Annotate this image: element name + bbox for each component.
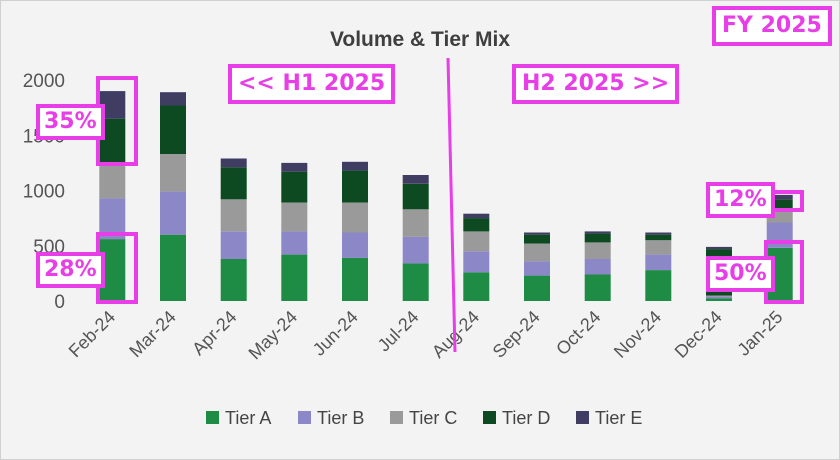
bar-segment-tier-d bbox=[220, 167, 247, 200]
bar-segment-tier-a bbox=[281, 254, 308, 301]
legend-label: Tier E bbox=[595, 408, 642, 428]
bar-segment-tier-a bbox=[463, 272, 490, 301]
chart-title: Volume & Tier Mix bbox=[330, 28, 510, 51]
bar-segment-tier-a bbox=[220, 259, 247, 301]
bar-segment-tier-b bbox=[584, 259, 611, 275]
bar-segment-tier-d bbox=[645, 234, 672, 241]
bar-segment-tier-e bbox=[524, 232, 550, 235]
bar-segment-tier-e bbox=[766, 194, 793, 200]
x-tick-label: May-24 bbox=[245, 307, 302, 364]
bar-segment-tier-e bbox=[706, 246, 732, 250]
y-tick-label: 1000 bbox=[23, 182, 65, 203]
legend-label: Tier D bbox=[502, 408, 550, 428]
bar-segment-tier-b bbox=[160, 191, 186, 235]
bar-segment-tier-c bbox=[402, 209, 429, 237]
bar-segment-tier-d bbox=[160, 105, 186, 154]
bar-segment-tier-a bbox=[342, 257, 368, 301]
bar-segment-tier-c bbox=[584, 242, 611, 259]
y-tick-label: 0 bbox=[54, 292, 65, 313]
legend-label: Tier B bbox=[317, 408, 364, 428]
x-tick-label: Jan-25 bbox=[733, 307, 786, 360]
bar-segment-tier-e bbox=[281, 162, 308, 172]
legend-swatch bbox=[576, 411, 589, 424]
x-tick-label: Feb-24 bbox=[65, 307, 119, 361]
bar-segment-tier-b bbox=[645, 254, 672, 271]
bar-segment-tier-e bbox=[342, 161, 368, 171]
legend-swatch bbox=[298, 411, 311, 424]
bar-segment-tier-b bbox=[463, 251, 490, 273]
bar-segment-tier-e bbox=[220, 158, 247, 168]
bar-segment-tier-a bbox=[706, 298, 732, 301]
bar-segment-tier-c bbox=[524, 243, 550, 262]
bar-segment-tier-e bbox=[584, 231, 611, 234]
bar-segment-tier-d bbox=[281, 171, 308, 203]
x-axis: Feb-24 Mar-24 Apr-24 May-24 Jun-24 Jul-24 Aug-… bbox=[65, 307, 787, 364]
h2-label: H2 2025 >> bbox=[512, 64, 680, 104]
bar-segment-tier-a bbox=[524, 275, 550, 301]
bar-segment-tier-c bbox=[463, 231, 490, 252]
jan-top-percent: 12% bbox=[706, 182, 775, 218]
bar-segment-tier-c bbox=[99, 165, 126, 199]
bar-segment-tier-e bbox=[402, 175, 429, 184]
bar-segment-tier-e bbox=[645, 232, 672, 235]
bar-segment-tier-d bbox=[342, 170, 368, 203]
x-tick-label: Mar-24 bbox=[125, 307, 179, 361]
x-tick-label: Apr-24 bbox=[188, 307, 240, 359]
x-tick-label: Dec-24 bbox=[671, 307, 726, 362]
bar-segment-tier-a bbox=[584, 274, 611, 301]
bar-segment-tier-b bbox=[281, 231, 308, 255]
bar-segment-tier-d bbox=[524, 234, 550, 244]
x-tick-label: Sep-24 bbox=[489, 307, 544, 362]
x-tick-label: Jun-24 bbox=[309, 307, 362, 360]
bar-segment-tier-a bbox=[645, 270, 672, 301]
bar-segment-tier-c bbox=[160, 154, 186, 192]
legend-label: Tier C bbox=[409, 408, 457, 428]
bar-segment-tier-c bbox=[706, 295, 732, 297]
bar-segment-tier-c bbox=[220, 199, 247, 232]
period-divider-line bbox=[446, 57, 457, 353]
bar-segment-tier-b bbox=[524, 261, 550, 276]
bar-segment-tier-c bbox=[281, 202, 308, 232]
bar-segment-tier-c bbox=[342, 202, 368, 233]
bar-segment-tier-c bbox=[645, 240, 672, 255]
bar-segment-tier-b bbox=[342, 232, 368, 258]
bar-segment-tier-d bbox=[463, 218, 490, 232]
legend: Tier A Tier B Tier C Tier D Tier E bbox=[206, 408, 642, 428]
x-tick-label: Jul-24 bbox=[374, 307, 423, 356]
legend-swatch bbox=[206, 411, 219, 424]
feb-bottom-percent: 28% bbox=[36, 252, 105, 288]
h1-label: << H1 2025 bbox=[228, 64, 396, 104]
legend-swatch bbox=[390, 411, 403, 424]
x-tick-label: Oct-24 bbox=[552, 307, 604, 359]
bar-segment-tier-c bbox=[766, 211, 793, 223]
bar-segment-tier-e bbox=[160, 92, 186, 106]
bar-segment-tier-e bbox=[463, 213, 490, 219]
bar-segment-tier-b bbox=[402, 236, 429, 264]
feb-top-percent: 35% bbox=[36, 104, 105, 140]
jan-bottom-percent: 50% bbox=[706, 256, 775, 292]
y-tick-label: 2000 bbox=[23, 71, 65, 92]
fy-label: FY 2025 bbox=[712, 6, 832, 46]
bar-segment-tier-a bbox=[160, 234, 186, 301]
bars-layer bbox=[99, 91, 793, 301]
bar-segment-tier-a bbox=[402, 263, 429, 301]
x-tick-label: Nov-24 bbox=[610, 307, 665, 362]
legend-label: Tier A bbox=[225, 408, 271, 428]
legend-swatch bbox=[483, 411, 496, 424]
bar-segment-tier-d bbox=[402, 183, 429, 210]
bar-segment-tier-b bbox=[706, 296, 732, 299]
bar-segment-tier-b bbox=[220, 231, 247, 259]
bar-segment-tier-d bbox=[584, 233, 611, 243]
